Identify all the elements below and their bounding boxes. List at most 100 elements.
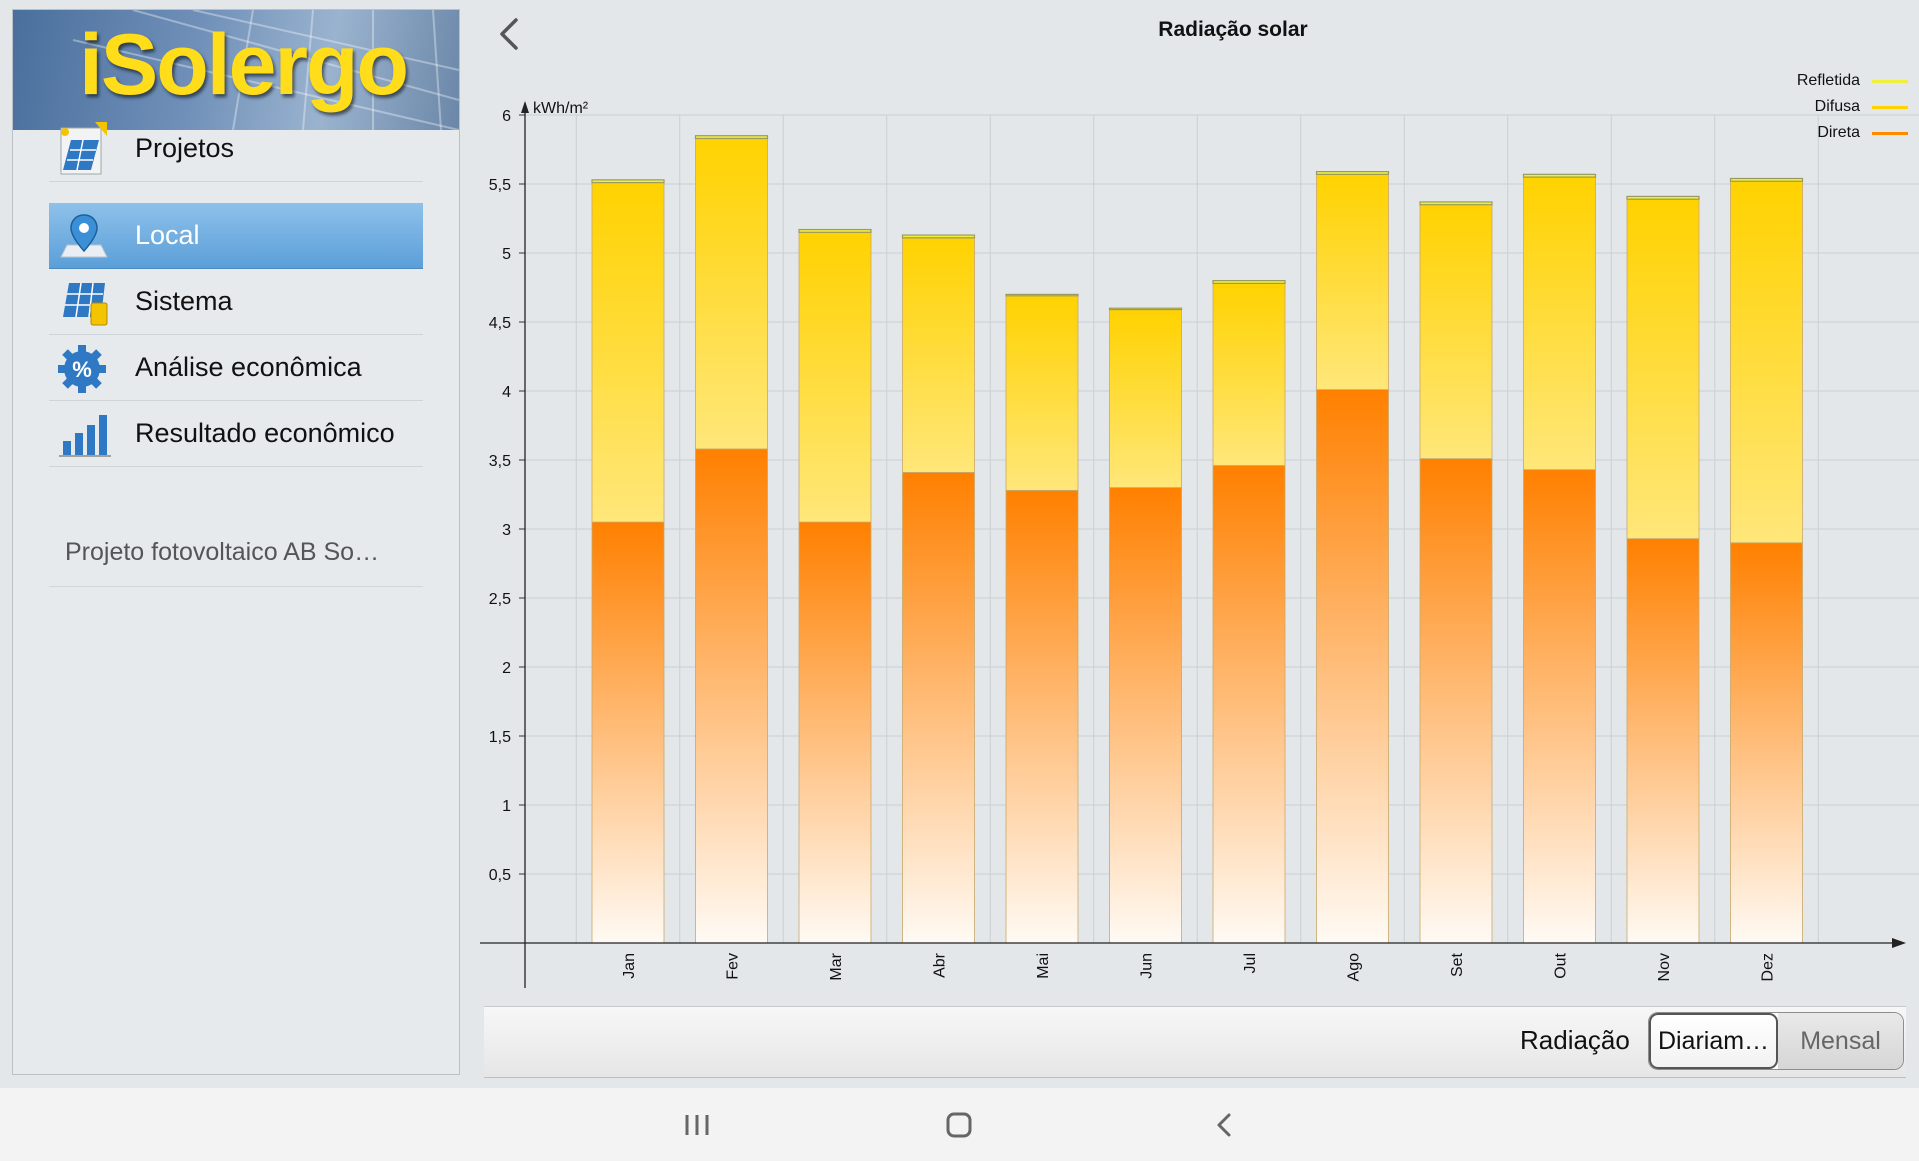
percent-gear-icon: %	[55, 339, 113, 397]
bar-difusa-mai	[1005, 295, 1079, 491]
y-tick-label: 6	[502, 108, 511, 125]
bar-refletida-ago	[1315, 170, 1390, 175]
x-axis-arrow	[1892, 938, 1906, 948]
bar-difusa-dez	[1730, 180, 1803, 544]
y-tick-label: 3	[502, 522, 511, 539]
bar-chart-icon	[55, 405, 113, 463]
sidebar: iSolergo Projetos Local	[12, 9, 460, 1075]
bar-refletida-jun	[1108, 307, 1183, 311]
legend-swatch	[1872, 79, 1908, 83]
x-tick-label: Set	[1449, 952, 1466, 977]
x-tick-label: Jun	[1139, 953, 1156, 979]
chevron-left-icon	[500, 18, 518, 50]
sidebar-item-label: Análise econômica	[135, 352, 362, 382]
svg-text:%: %	[72, 357, 92, 382]
legend-entry: Refletida	[1797, 72, 1908, 90]
y-tick-label: 2	[502, 660, 511, 677]
monthly-option[interactable]: Mensal	[1778, 1013, 1903, 1069]
bar-refletida-mar	[798, 228, 872, 233]
bar-refletida-dez	[1729, 177, 1804, 182]
x-tick-label: Nov	[1656, 953, 1673, 981]
y-tick-label: 2,5	[489, 591, 511, 608]
sidebar-item-analise-economica[interactable]: % Análise econômica	[49, 335, 423, 401]
bar-difusa-out	[1523, 176, 1596, 471]
back-button[interactable]	[494, 14, 524, 54]
projects-icon	[55, 120, 113, 178]
legend-swatch	[1872, 131, 1908, 135]
x-tick-label: Jan	[621, 953, 638, 979]
bar-difusa-nov	[1626, 198, 1700, 540]
y-tick-label: 4	[502, 384, 511, 401]
bar-difusa-ago	[1316, 173, 1389, 391]
x-tick-label: Mai	[1035, 953, 1052, 979]
chart-legend: Refletida Difusa Direta	[1640, 70, 1914, 150]
daily-option[interactable]: Diariam…	[1649, 1013, 1778, 1069]
y-tick-label: 1,5	[489, 729, 511, 746]
bar-refletida-jan	[591, 179, 665, 184]
bar-direta-fev	[695, 448, 768, 944]
bar-difusa-jan	[591, 182, 665, 523]
x-tick-label: Ago	[1346, 953, 1363, 982]
bar-refletida-nov	[1626, 195, 1700, 200]
x-tick-label: Mar	[828, 952, 845, 980]
legend-label: Direta	[1817, 124, 1860, 141]
bar-direta-mar	[798, 521, 872, 944]
sidebar-item-label: Sistema	[135, 286, 233, 316]
bar-direta-out	[1523, 469, 1596, 944]
bar-difusa-jul	[1212, 282, 1286, 466]
bar-difusa-set	[1419, 204, 1493, 460]
bar-refletida-abr	[901, 234, 976, 239]
system-back-button[interactable]	[1208, 1108, 1242, 1147]
bar-refletida-set	[1419, 201, 1493, 206]
x-tick-label: Abr	[932, 952, 949, 978]
bar-refletida-fev	[694, 135, 769, 140]
bar-direta-ago	[1316, 389, 1389, 944]
bar-difusa-mar	[798, 231, 872, 523]
bar-direta-abr	[902, 472, 975, 944]
y-tick-label: 5,5	[489, 177, 511, 194]
bar-direta-mai	[1005, 489, 1079, 944]
sidebar-item-label: Local	[135, 220, 200, 250]
system-back-icon	[1217, 1113, 1231, 1137]
y-axis-arrow	[521, 101, 529, 113]
app-name: iSolergo	[79, 17, 409, 113]
bar-direta-dez	[1730, 542, 1803, 944]
divider	[49, 586, 423, 587]
home-button[interactable]	[942, 1108, 976, 1147]
sidebar-item-projetos[interactable]: Projetos	[49, 116, 423, 182]
bar-difusa-jun	[1109, 309, 1182, 489]
sidebar-item-sistema[interactable]: Sistema	[49, 269, 423, 335]
bar-direta-jul	[1212, 465, 1286, 944]
bar-direta-nov	[1626, 538, 1700, 944]
y-tick-label: 4,5	[489, 315, 511, 332]
solar-panel-background	[72, 10, 459, 130]
bar-direta-jan	[591, 521, 665, 944]
x-tick-label: Fev	[725, 953, 742, 980]
system-navigation-bar	[0, 1088, 1919, 1161]
y-axis-label: kWh/m²	[533, 100, 589, 117]
recent-apps-button[interactable]	[680, 1108, 714, 1147]
y-tick-label: 0,5	[489, 867, 511, 884]
bar-direta-jun	[1109, 487, 1182, 944]
sidebar-item-label: Projetos	[135, 133, 235, 163]
app-logo: iSolergo	[13, 10, 459, 130]
legend-entry: Direta	[1817, 124, 1908, 142]
legend-swatch	[1872, 105, 1908, 109]
recent-apps-icon	[685, 1115, 709, 1135]
sidebar-item-label: Resultado econômico	[135, 418, 395, 448]
solar-radiation-chart: 0,5 1 1,5 2 2,5 3 3,5 4 4,5 5 5,5 6 Jan Fev Mar Abr Mai J…	[480, 100, 1919, 988]
y-tick-label: 1	[502, 798, 511, 815]
solar-system-icon	[55, 273, 113, 331]
y-tick-label: 5	[502, 246, 511, 263]
sidebar-item-resultado-economico[interactable]: Resultado econômico	[49, 401, 423, 467]
chart-title: Radiação solar	[1158, 18, 1308, 41]
x-tick-label: Dez	[1760, 953, 1777, 981]
sidebar-item-local[interactable]: Local	[49, 203, 423, 269]
legend-label: Difusa	[1814, 98, 1860, 115]
x-tick-label: Jul	[1242, 953, 1259, 973]
bar-refletida-jul	[1212, 280, 1286, 284]
current-project-name[interactable]: Projeto fotovoltaico AB So…	[65, 538, 380, 566]
period-segmented-control[interactable]: Diariam… Mensal	[1648, 1012, 1904, 1070]
y-tick-label: 3,5	[489, 453, 511, 470]
legend-label: Refletida	[1796, 72, 1860, 89]
